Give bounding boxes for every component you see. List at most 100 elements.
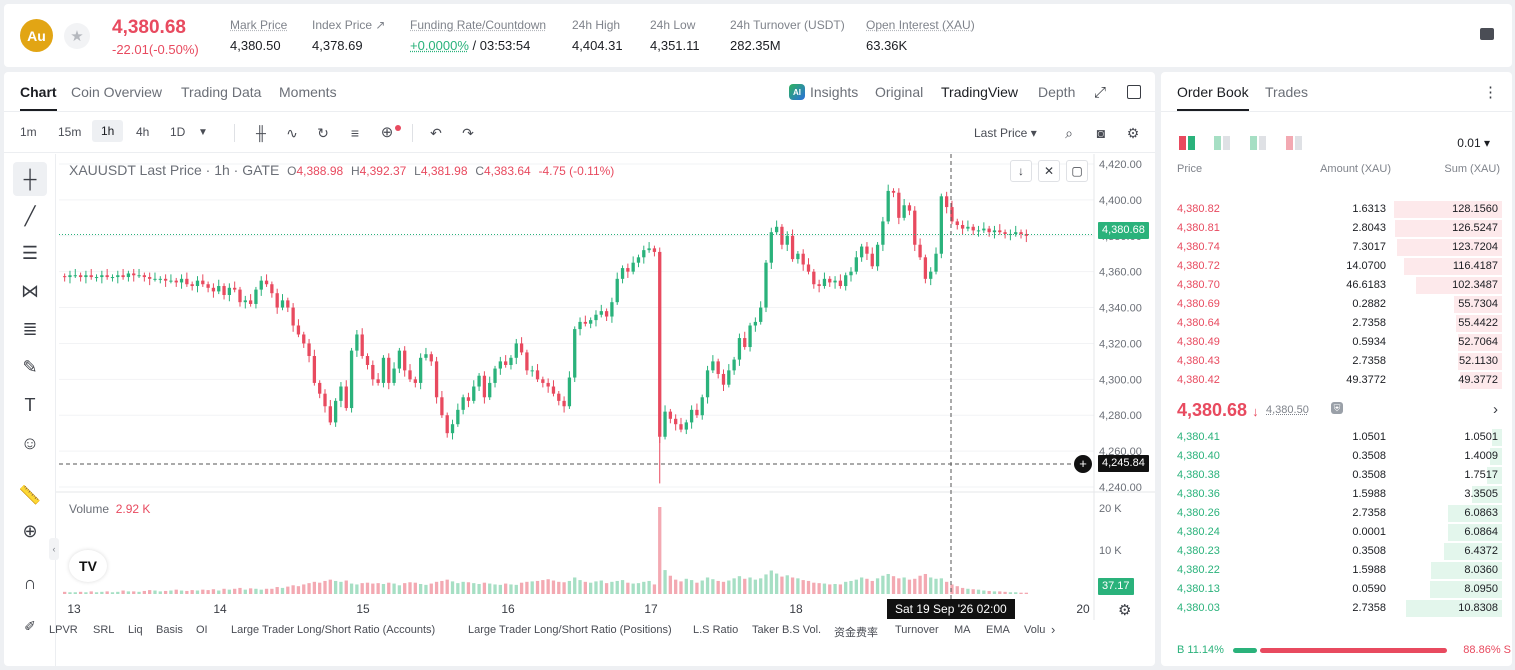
replay-icon[interactable]: ↻ bbox=[317, 125, 329, 141]
ask-row[interactable]: 4,380.72 14.0700 116.4187 bbox=[1161, 257, 1512, 276]
bid-row[interactable]: 4,380.41 1.0501 1.0501 bbox=[1161, 428, 1512, 447]
tab-original[interactable]: Original bbox=[875, 84, 924, 100]
indicator-item[interactable]: MA bbox=[954, 624, 971, 636]
view-both-icon[interactable] bbox=[1179, 136, 1195, 150]
indicator-item[interactable]: OI bbox=[196, 624, 208, 636]
emoji-icon[interactable]: ☺ bbox=[20, 432, 40, 453]
tab-moments[interactable]: Moments bbox=[279, 84, 337, 100]
bid-row[interactable]: 4,380.22 1.5988 8.0360 bbox=[1161, 561, 1512, 580]
volume-bar bbox=[227, 589, 232, 594]
indicator-item[interactable]: Liq bbox=[128, 624, 143, 636]
magnet-icon[interactable]: ∩ bbox=[23, 572, 37, 593]
templates-icon[interactable]: ≡ bbox=[350, 125, 360, 141]
timeframe-1d[interactable]: 1D bbox=[170, 125, 186, 139]
horizontal-lines-icon[interactable]: ☰ bbox=[21, 242, 39, 263]
add-indicator-icon[interactable]: ⊕ bbox=[380, 124, 394, 141]
tab-order-book[interactable]: Order Book bbox=[1177, 84, 1249, 111]
indicator-item[interactable]: Taker B.S Vol. bbox=[752, 624, 822, 636]
brush-icon[interactable]: ✎ bbox=[22, 356, 38, 377]
bid-row[interactable]: 4,380.24 0.0001 6.0864 bbox=[1161, 523, 1512, 542]
camera-icon[interactable]: ◙ bbox=[1096, 125, 1106, 141]
ask-row[interactable]: 4,380.81 2.8043 126.5247 bbox=[1161, 219, 1512, 238]
ask-row[interactable]: 4,380.70 46.6183 102.3487 bbox=[1161, 276, 1512, 295]
bid-row[interactable]: 4,380.23 0.3508 6.4372 bbox=[1161, 542, 1512, 561]
tab-depth[interactable]: Depth bbox=[1038, 84, 1076, 100]
candlestick-chart[interactable]: 4,420.004,400.004,380.004,360.004,340.00… bbox=[4, 72, 1155, 666]
ask-row[interactable]: 4,380.69 0.2882 55.7304 bbox=[1161, 295, 1512, 314]
tab-coin-overview[interactable]: Coin Overview bbox=[71, 84, 163, 100]
search-icon[interactable]: ⌕ bbox=[1065, 125, 1073, 141]
add-alert-icon[interactable]: + bbox=[1074, 455, 1092, 473]
timeframe-4h[interactable]: 4h bbox=[136, 125, 150, 139]
favorite-star-icon[interactable]: ★ bbox=[64, 23, 90, 49]
settings-gear-icon[interactable]: ⚙ bbox=[1126, 125, 1140, 141]
indicator-item[interactable]: L.S Ratio bbox=[693, 624, 739, 636]
price-type-select[interactable]: Last Price ▾ bbox=[974, 126, 1037, 140]
view-asks-icon[interactable] bbox=[1286, 136, 1302, 150]
timeframe-1h[interactable]: 1h bbox=[92, 120, 124, 142]
view-bids-only-icon[interactable] bbox=[1250, 136, 1266, 150]
timeframe-15m[interactable]: 15m bbox=[58, 125, 82, 139]
pencil-lock-icon[interactable]: ✐ bbox=[24, 617, 36, 634]
ask-amount: 2.7358 bbox=[1352, 317, 1386, 329]
redo-icon[interactable]: ↷ bbox=[462, 125, 474, 141]
undo-icon[interactable]: ↶ bbox=[430, 125, 442, 141]
indicator-item[interactable]: Turnover bbox=[895, 624, 939, 636]
candle-type-icon[interactable]: ╫ bbox=[256, 125, 266, 141]
indicator-item[interactable]: Large Trader Long/Short Ratio (Positions… bbox=[468, 624, 672, 636]
indicators-icon[interactable]: ∿ bbox=[286, 125, 298, 141]
bid-row[interactable]: 4,380.13 0.0590 8.0950 bbox=[1161, 580, 1512, 599]
timeframe-1m[interactable]: 1m bbox=[20, 125, 37, 139]
tab-insights[interactable]: Insights bbox=[810, 84, 859, 100]
tab-trades[interactable]: Trades bbox=[1265, 84, 1309, 100]
trendline-icon[interactable]: ╱ bbox=[24, 205, 36, 226]
view-bids-icon[interactable] bbox=[1214, 136, 1230, 150]
expand-icon[interactable]: ⤢ bbox=[1094, 84, 1107, 101]
ruler-icon[interactable]: 📏 bbox=[18, 484, 42, 505]
guide-book-icon[interactable] bbox=[1480, 28, 1494, 40]
indicator-scroll-right-icon[interactable]: › bbox=[1051, 622, 1056, 637]
ask-row[interactable]: 4,380.49 0.5934 52.7064 bbox=[1161, 333, 1512, 352]
bid-row[interactable]: 4,380.40 0.3508 1.4009 bbox=[1161, 447, 1512, 466]
precision-select[interactable]: 0.01 ▾ bbox=[1457, 136, 1490, 150]
tab-chart[interactable]: Chart bbox=[20, 84, 57, 111]
fibonacci-icon[interactable]: ≣ bbox=[22, 318, 38, 339]
candle-body bbox=[68, 275, 72, 278]
bid-row[interactable]: 4,380.03 2.7358 10.8308 bbox=[1161, 599, 1512, 618]
indicator-item[interactable]: LPVR bbox=[49, 624, 78, 636]
collapse-sidebar-icon[interactable]: ‹ bbox=[49, 538, 59, 560]
chart-settings-icon[interactable]: ⚙ bbox=[1118, 602, 1132, 619]
text-tool-icon[interactable]: T bbox=[24, 394, 36, 415]
scroll-down-icon[interactable]: ↓ bbox=[1010, 160, 1032, 182]
bid-row[interactable]: 4,380.26 2.7358 6.0863 bbox=[1161, 504, 1512, 523]
indicator-item[interactable]: EMA bbox=[986, 624, 1010, 636]
timeframe-dropdown-icon[interactable]: ▼ bbox=[198, 127, 208, 138]
stat-index-price[interactable]: Index Price ↗ 4,378.69 bbox=[312, 18, 386, 53]
candle-body bbox=[376, 379, 380, 383]
ask-row[interactable]: 4,380.74 7.3017 123.7204 bbox=[1161, 238, 1512, 257]
bid-row[interactable]: 4,380.38 0.3508 1.7517 bbox=[1161, 466, 1512, 485]
mid-price[interactable]: 4,380.68 ↓ bbox=[1177, 400, 1259, 420]
maximize-pane-icon[interactable]: ▢ bbox=[1066, 160, 1088, 182]
ask-row[interactable]: 4,380.64 2.7358 55.4422 bbox=[1161, 314, 1512, 333]
ask-row[interactable]: 4,380.43 2.7358 52.1130 bbox=[1161, 352, 1512, 371]
tab-tradingview[interactable]: TradingView bbox=[941, 84, 1019, 100]
ask-row[interactable]: 4,380.42 49.3772 49.3772 bbox=[1161, 371, 1512, 390]
zoom-in-icon[interactable]: ⊕ bbox=[22, 520, 38, 541]
collapse-icon[interactable]: ✕ bbox=[1038, 160, 1060, 182]
volume-bar bbox=[934, 578, 938, 594]
bid-row[interactable]: 4,380.36 1.5988 3.3505 bbox=[1161, 485, 1512, 504]
indicator-item[interactable]: Large Trader Long/Short Ratio (Accounts) bbox=[231, 624, 436, 636]
chevron-right-icon[interactable]: › bbox=[1493, 401, 1498, 418]
fullscreen-icon[interactable] bbox=[1127, 85, 1141, 99]
tab-trading-data[interactable]: Trading Data bbox=[181, 84, 262, 100]
indicator-item[interactable]: Volu bbox=[1024, 624, 1046, 636]
tradingview-logo[interactable]: TV bbox=[69, 550, 107, 582]
crosshair-icon[interactable]: ┼ bbox=[13, 162, 47, 196]
indicator-item[interactable]: Basis bbox=[156, 624, 183, 636]
indicator-item[interactable]: 资金费率 bbox=[834, 627, 878, 639]
pattern-icon[interactable]: ⋈ bbox=[21, 280, 39, 301]
more-options-icon[interactable]: ⋮ bbox=[1483, 84, 1498, 101]
indicator-item[interactable]: SRL bbox=[93, 624, 115, 636]
ask-row[interactable]: 4,380.82 1.6313 128.1560 bbox=[1161, 200, 1512, 219]
